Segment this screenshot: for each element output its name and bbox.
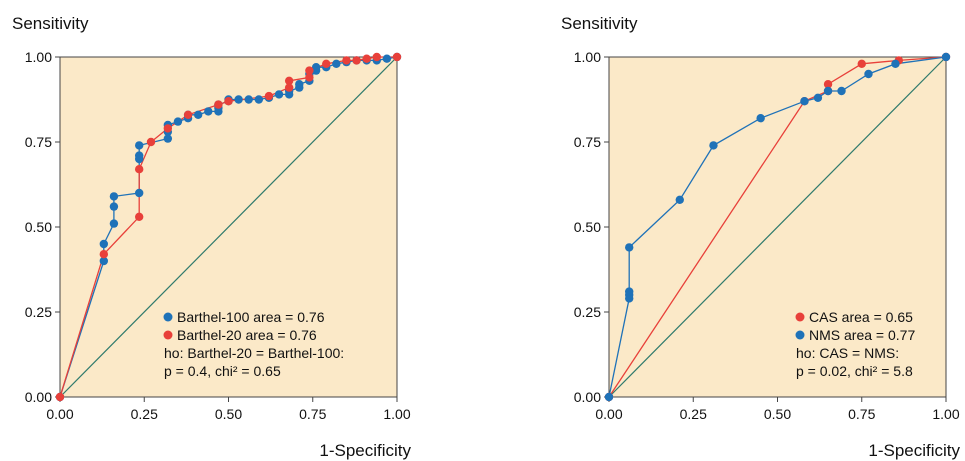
reference-diagonal	[59, 56, 398, 398]
series-2-point	[709, 141, 718, 150]
series-1-point	[109, 219, 119, 228]
y-tick-label: 0.75	[25, 134, 52, 150]
series-1-point	[109, 202, 119, 211]
legend-entry-2: NMS area = 0.77	[809, 327, 915, 343]
legend-note-2: p = 0.4, chi² = 0.65	[164, 363, 281, 379]
series-2-point	[322, 59, 331, 68]
series-2-point	[99, 250, 109, 259]
series-1-point	[193, 110, 203, 120]
y-axis-label: Sensitivity	[561, 14, 638, 33]
chart-panel-1: Sensitivity 1-Specificity 0.00 0.25 0.50 0.75…	[12, 14, 412, 460]
series-1-point	[109, 192, 119, 201]
series-1-point	[244, 95, 253, 104]
series-2-point	[891, 59, 900, 68]
series-1-point	[204, 107, 213, 116]
series-1-point	[134, 151, 144, 160]
x-axis-label: 1-Specificity	[319, 441, 411, 460]
series-1-point	[382, 54, 392, 63]
series-2-point	[352, 56, 361, 65]
legend-entry-2: Barthel-20 area = 0.76	[177, 327, 317, 343]
x-tick-label: 1.00	[383, 406, 410, 422]
series-2-point	[55, 392, 65, 402]
series-1-point	[823, 80, 833, 89]
y-tick-label: 0.25	[25, 304, 52, 320]
series-1-point	[163, 134, 173, 143]
series-1-point	[134, 188, 144, 198]
x-tick-label: 0.00	[46, 406, 73, 422]
series-2-point	[823, 86, 833, 96]
series-1-point	[295, 80, 304, 89]
x-tick-label: 0.75	[848, 406, 875, 422]
legend: Barthel-100 area = 0.76 Barthel-20 area =…	[163, 309, 344, 379]
series-2-point	[362, 54, 371, 63]
legend-entry-1: Barthel-100 area = 0.76	[177, 309, 325, 325]
y-tick-label: 1.00	[574, 49, 601, 65]
y-axis-label: Sensitivity	[12, 14, 89, 33]
series-2-point	[342, 56, 351, 65]
series-2-point	[675, 195, 684, 204]
y-tick-label: 0.50	[25, 219, 52, 235]
series-2-point	[214, 100, 223, 109]
y-tick-label: 1.00	[25, 49, 52, 65]
y-tick-label: 0.00	[25, 389, 52, 405]
x-tick-label: 0.75	[299, 406, 326, 422]
x-tick-label: 0.50	[215, 406, 242, 422]
x-tick-label: 0.00	[595, 406, 622, 422]
series-1-point	[254, 95, 264, 104]
x-tick-label: 0.50	[764, 406, 791, 422]
y-tick-label: 0.25	[574, 304, 601, 320]
legend-note-2: p = 0.02, chi² = 5.8	[796, 363, 913, 379]
series-1-point	[857, 59, 866, 68]
series-2-point	[146, 137, 156, 147]
legend-marker-2	[795, 330, 805, 340]
series-2-point	[183, 110, 193, 120]
series-2-point	[134, 165, 144, 174]
x-tick-label: 0.25	[680, 406, 707, 422]
series-1-point	[134, 141, 144, 150]
series-2-point	[163, 124, 173, 133]
series-2-point	[372, 52, 381, 62]
series-1-point	[173, 117, 183, 126]
series-2-point	[756, 114, 765, 123]
series-2-point	[305, 73, 314, 82]
legend-entry-1: CAS area = 0.65	[809, 309, 913, 325]
series-1-point	[274, 90, 284, 99]
series-2-point	[284, 83, 294, 92]
series-2-point	[864, 69, 873, 79]
series-2-point	[264, 91, 274, 101]
legend-note-1: ho: Barthel-20 = Barthel-100:	[164, 345, 344, 361]
y-tick-label: 0.50	[574, 219, 601, 235]
series-1-point	[99, 239, 109, 249]
series-2-point	[837, 86, 846, 96]
legend: CAS area = 0.65 NMS area = 0.77 ho: CAS = …	[795, 309, 915, 379]
legend-marker-1	[795, 312, 805, 322]
series-2-point	[625, 287, 634, 296]
legend-note-1: ho: CAS = NMS:	[796, 345, 899, 361]
series-1-point	[311, 62, 321, 72]
series-2-point	[625, 243, 634, 252]
series-2-point	[813, 93, 823, 103]
x-tick-label: 0.25	[131, 406, 158, 422]
series-1-point	[332, 59, 341, 68]
legend-marker-1	[163, 312, 173, 322]
series-2-point	[224, 97, 233, 106]
series-2-point	[305, 66, 314, 75]
y-tick-label: 0.00	[574, 389, 601, 405]
series-1-point	[234, 95, 243, 104]
x-axis-label: 1-Specificity	[868, 441, 960, 460]
x-tick-label: 1.00	[932, 406, 959, 422]
series-2-point	[284, 76, 294, 86]
chart-panel-2: Sensitivity 1-Specificity 0.00 0.25 0.50 0.75…	[561, 14, 961, 460]
series-2-point	[134, 212, 144, 221]
series-2-point	[604, 392, 614, 402]
series-2-point	[941, 52, 951, 62]
series-1-point	[99, 256, 109, 266]
legend-marker-2	[163, 330, 173, 340]
y-tick-label: 0.75	[574, 134, 601, 150]
series-2-point	[800, 97, 809, 106]
reference-diagonal	[608, 56, 947, 398]
series-2-point	[392, 52, 402, 62]
